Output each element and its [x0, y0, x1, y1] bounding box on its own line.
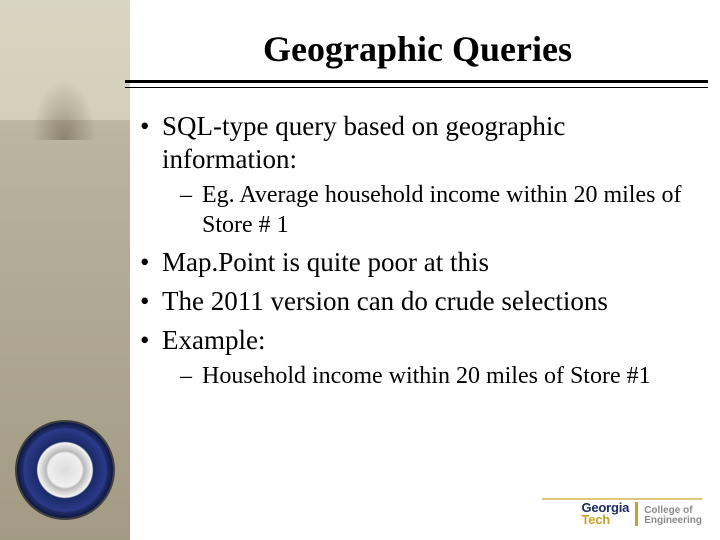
institution-line2: Tech	[581, 513, 610, 526]
bullet-text: SQL-type query based on geographic infor…	[162, 111, 565, 174]
sub-bullet-item: Eg. Average household income within 20 m…	[162, 180, 690, 240]
bullet-text: The 2011 version can do crude selections	[162, 286, 608, 316]
sub-bullet-item: Household income within 20 miles of Stor…	[162, 361, 690, 391]
title-rule-thick	[125, 80, 708, 83]
unit-line2: Engineering	[644, 516, 702, 526]
slide: Geographic Queries SQL-type query based …	[0, 0, 720, 540]
bullet-item: Example: Household income within 20 mile…	[140, 324, 690, 391]
sub-bullet-text: Household income within 20 miles of Stor…	[202, 363, 651, 389]
sub-bullet-text: Eg. Average household income within 20 m…	[202, 182, 681, 238]
title-rule-thin	[125, 87, 708, 88]
logo-divider-icon	[635, 502, 638, 526]
sub-bullet-list: Household income within 20 miles of Stor…	[162, 361, 690, 391]
institution-seal-icon	[15, 420, 115, 520]
slide-title: Geographic Queries	[145, 28, 690, 70]
bullet-list: SQL-type query based on geographic infor…	[140, 110, 690, 391]
bullet-text: Map.Point is quite poor at this	[162, 247, 489, 277]
unit-name: College of Engineering	[644, 506, 702, 526]
left-decorative-band	[0, 0, 130, 540]
bullet-item: SQL-type query based on geographic infor…	[140, 110, 690, 240]
bullet-item: The 2011 version can do crude selections	[140, 285, 690, 318]
footer-logo: Georgia Tech College of Engineering	[581, 501, 702, 526]
slide-body: SQL-type query based on geographic infor…	[140, 110, 690, 397]
bullet-item: Map.Point is quite poor at this	[140, 246, 690, 279]
bullet-text: Example:	[162, 325, 265, 355]
sub-bullet-list: Eg. Average household income within 20 m…	[162, 180, 690, 240]
institution-name: Georgia Tech	[581, 501, 629, 526]
